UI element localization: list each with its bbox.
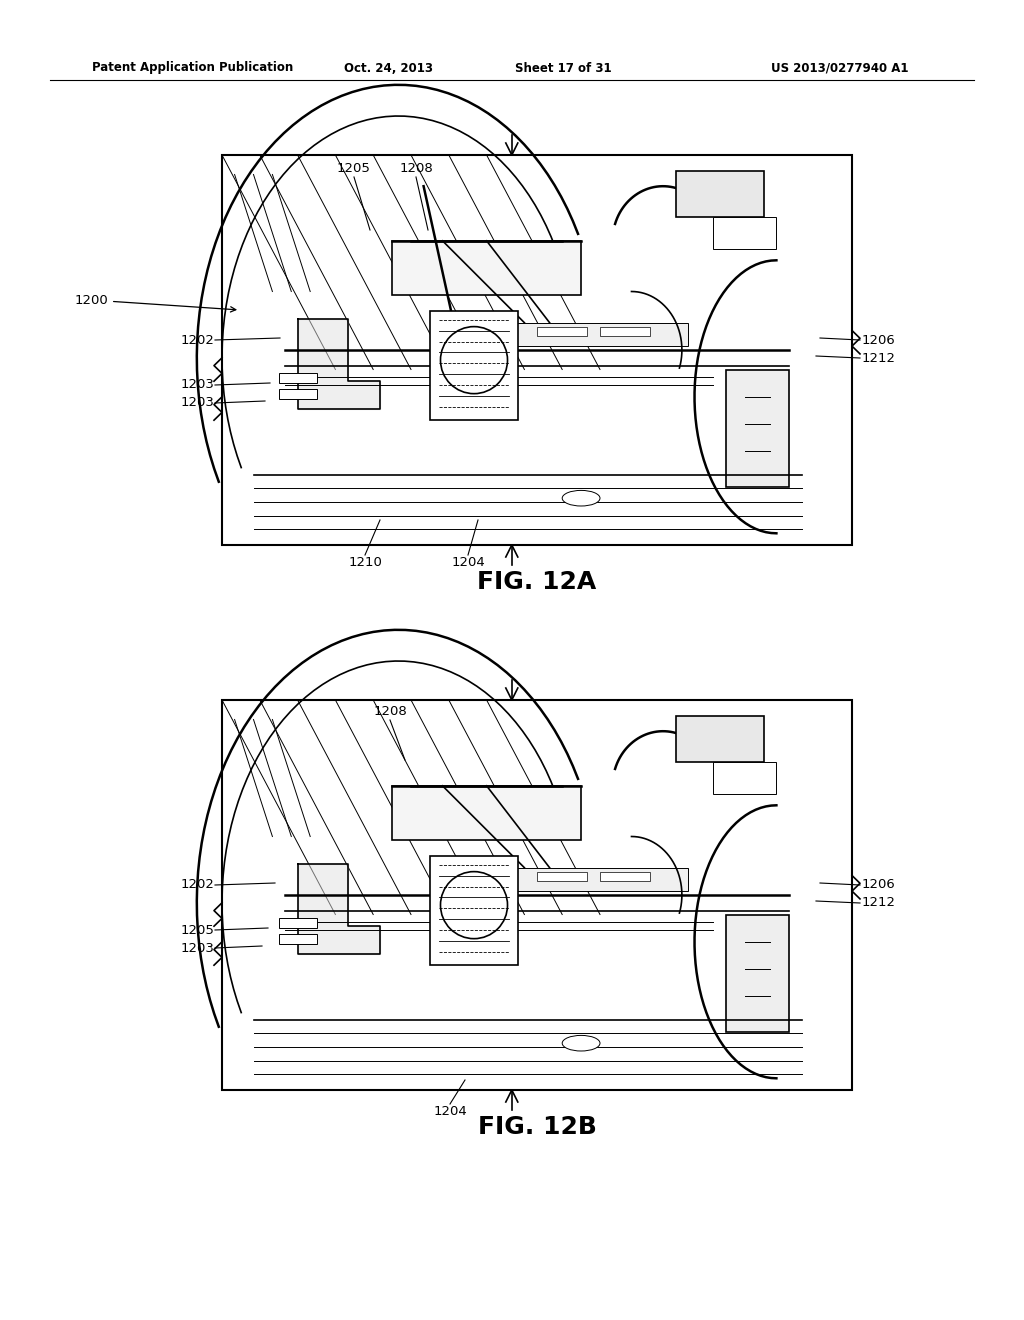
Bar xyxy=(392,240,581,296)
Text: FIG. 12A: FIG. 12A xyxy=(477,570,597,594)
Text: 1204: 1204 xyxy=(452,556,485,569)
Bar xyxy=(537,326,588,337)
Bar xyxy=(676,170,764,218)
Bar xyxy=(279,374,316,383)
Bar xyxy=(600,326,650,337)
Text: Oct. 24, 2013: Oct. 24, 2013 xyxy=(343,62,432,74)
Bar xyxy=(714,763,776,793)
Bar xyxy=(279,919,316,928)
Bar xyxy=(512,867,688,891)
Bar xyxy=(392,785,581,841)
Bar xyxy=(222,154,852,545)
Text: 1206: 1206 xyxy=(862,879,896,891)
Text: Sheet 17 of 31: Sheet 17 of 31 xyxy=(515,62,611,74)
Ellipse shape xyxy=(562,491,600,506)
Text: 1206: 1206 xyxy=(862,334,896,346)
Text: US 2013/0277940 A1: US 2013/0277940 A1 xyxy=(771,62,908,74)
Bar xyxy=(726,915,790,1031)
Text: 1212: 1212 xyxy=(862,351,896,364)
Text: 1202: 1202 xyxy=(180,879,214,891)
Text: 1203: 1203 xyxy=(180,396,214,409)
Text: 1203: 1203 xyxy=(180,379,214,392)
Bar xyxy=(600,871,650,882)
Bar xyxy=(430,855,518,965)
Text: 1204: 1204 xyxy=(433,1105,467,1118)
Text: 1205: 1205 xyxy=(180,924,214,936)
Text: Patent Application Publication: Patent Application Publication xyxy=(92,62,293,74)
Bar xyxy=(537,871,588,882)
Text: 1210: 1210 xyxy=(348,556,382,569)
Text: 1200: 1200 xyxy=(75,293,236,312)
Text: 1202: 1202 xyxy=(180,334,214,346)
Polygon shape xyxy=(298,863,380,953)
Bar xyxy=(222,700,852,1090)
Bar xyxy=(279,389,316,399)
Bar xyxy=(676,715,764,763)
Text: 1208: 1208 xyxy=(373,705,407,718)
Bar xyxy=(512,322,688,346)
Text: 1205: 1205 xyxy=(337,162,371,176)
Ellipse shape xyxy=(562,1035,600,1051)
Text: 1208: 1208 xyxy=(399,162,433,176)
Bar xyxy=(726,370,790,487)
Text: 1212: 1212 xyxy=(862,896,896,909)
Polygon shape xyxy=(298,319,380,408)
Bar xyxy=(714,218,776,248)
Text: 1203: 1203 xyxy=(180,941,214,954)
Bar xyxy=(430,312,518,420)
Text: FIG. 12B: FIG. 12B xyxy=(477,1115,596,1139)
Bar xyxy=(279,935,316,944)
